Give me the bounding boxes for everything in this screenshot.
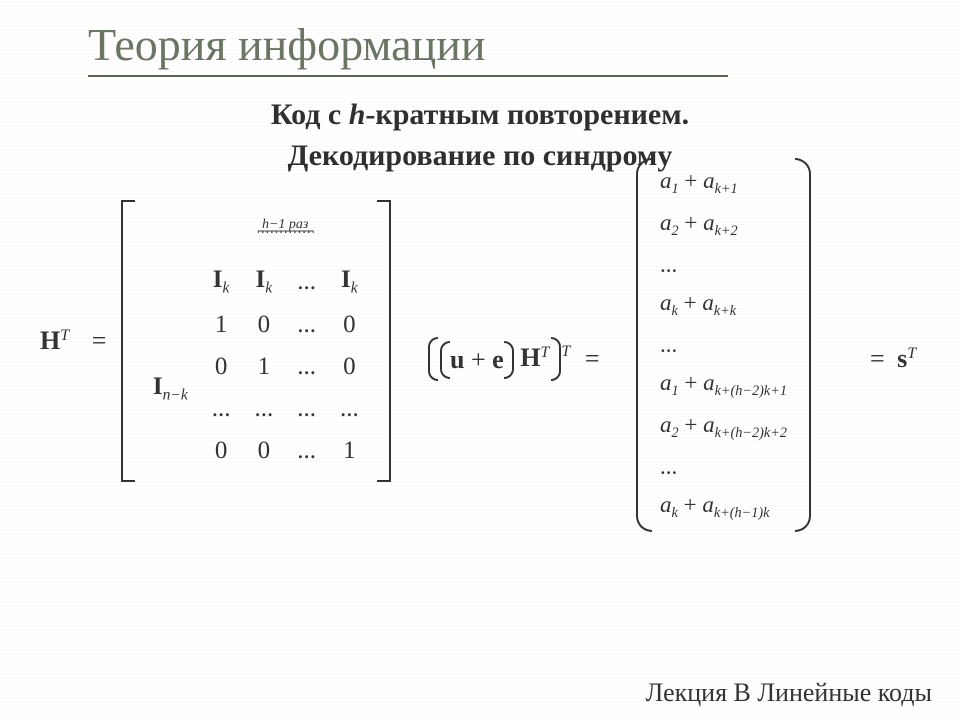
c20: ...	[200, 388, 243, 430]
H-sup: T	[60, 327, 69, 344]
H2: H	[520, 343, 540, 372]
Ik-dots: ...	[285, 259, 328, 304]
c01: 0	[242, 304, 285, 346]
vparen-r	[795, 158, 811, 532]
s-sym: s	[897, 344, 907, 373]
subtitle-line1-post: -кратным повторением.	[365, 98, 689, 131]
vparen-l	[636, 158, 652, 532]
vrow-1: a2 + ak+2	[660, 210, 787, 240]
formula-H-matrix: HT = h−1 раз ⎴⎴⎴⎴⎴⎴⎴⎴⎴⎴⎴⎴ I	[32, 200, 391, 482]
Ik-0-sub: k	[223, 279, 230, 296]
Ik-1: I	[256, 266, 266, 293]
brace-over: ⎴⎴⎴⎴⎴⎴⎴⎴⎴⎴⎴⎴	[212, 233, 359, 249]
matrix-bracket: h−1 раз ⎴⎴⎴⎴⎴⎴⎴⎴⎴⎴⎴⎴ Ik Ik ... Ik In−k	[121, 200, 391, 482]
c22: ...	[285, 388, 328, 430]
eq-sign-3: =	[870, 344, 885, 373]
vrow-0: a1 + ak+1	[660, 168, 787, 198]
vrow-8: ak + ak+(h−1)k	[660, 492, 787, 522]
oparen-r	[551, 337, 561, 381]
vrow-5: a1 + ak+(h−2)k+1	[660, 370, 787, 400]
c13: 0	[328, 346, 371, 388]
c23: ...	[328, 388, 371, 430]
subtitle-h: h	[349, 98, 366, 131]
Ik-1-sub: k	[265, 279, 272, 296]
c11: 1	[242, 346, 285, 388]
c31: 0	[242, 430, 285, 472]
vrow-3: ak + ak+k	[660, 290, 787, 320]
row-Ik: Ik Ik ... Ik	[141, 259, 371, 304]
vrow-6: a2 + ak+(h−2)k+2	[660, 412, 787, 442]
vrow-4: ...	[660, 332, 787, 358]
title-region: Теория информации	[0, 0, 960, 87]
plus-1: +	[471, 345, 486, 374]
eq-sign-1: =	[92, 326, 107, 356]
footer: Лекция B Линейные коды	[646, 678, 932, 708]
c32: ...	[285, 430, 328, 472]
c12: ...	[285, 346, 328, 388]
inner-paren: u + e	[440, 345, 514, 375]
I-nk-sub: n−k	[163, 386, 188, 403]
slide-title: Теория информации	[88, 18, 960, 71]
iparen-l	[440, 341, 450, 379]
s-sup: T	[907, 345, 916, 362]
Ik-0: I	[213, 266, 223, 293]
iparen-r	[504, 341, 514, 379]
H-symbol: H	[40, 326, 60, 355]
vector-paren: a1 + ak+1 a2 + ak+2 ... ak + ak+k ... a1…	[636, 158, 811, 532]
vector-column: a1 + ak+1 a2 + ak+2 ... ak + ak+k ... a1…	[652, 164, 795, 526]
c33: 1	[328, 430, 371, 472]
u-sym: u	[450, 345, 464, 374]
matrix-table: h−1 раз ⎴⎴⎴⎴⎴⎴⎴⎴⎴⎴⎴⎴ Ik Ik ... Ik In−k	[141, 210, 371, 472]
outer-paren: u + e HT	[428, 341, 561, 377]
oparen-l	[428, 337, 438, 381]
bracket-right	[377, 200, 391, 482]
bracket-left	[121, 200, 135, 482]
c21: ...	[242, 388, 285, 430]
subtitle: Код с h-кратным повторением. Декодирован…	[0, 95, 960, 176]
H2-sup: T	[540, 344, 549, 361]
row-0: In−k 1 0 ... 0	[141, 304, 371, 346]
c30: 0	[200, 430, 243, 472]
Ik-3: I	[341, 266, 351, 293]
brace-label: h−1 раз	[212, 217, 359, 233]
c03: 0	[328, 304, 371, 346]
title-underline	[88, 75, 728, 77]
e-sym: e	[492, 345, 504, 374]
brace-row: h−1 раз ⎴⎴⎴⎴⎴⎴⎴⎴⎴⎴⎴⎴	[141, 210, 371, 259]
vrow-7: ...	[660, 454, 787, 480]
subtitle-line2: Декодирование по синдрому	[288, 139, 673, 172]
formula-ue-HT: u + e HT T =	[428, 341, 608, 377]
Ik-3-sub: k	[351, 279, 358, 296]
c02: ...	[285, 304, 328, 346]
syndrome-vector: a1 + ak+1 a2 + ak+2 ... ak + ak+k ... a1…	[636, 158, 811, 532]
c00: 1	[200, 304, 243, 346]
eq-sign-2: =	[585, 344, 600, 374]
slide: Теория информации Код с h-кратным повтор…	[0, 0, 960, 720]
c10: 0	[200, 346, 243, 388]
outer-sup: T	[561, 343, 570, 360]
equals-sT: = sT	[870, 344, 916, 374]
vrow-2: ...	[660, 252, 787, 278]
I-nk: I	[153, 373, 163, 400]
subtitle-line1-pre: Код с	[271, 98, 349, 131]
H-lhs: HT	[40, 326, 69, 356]
